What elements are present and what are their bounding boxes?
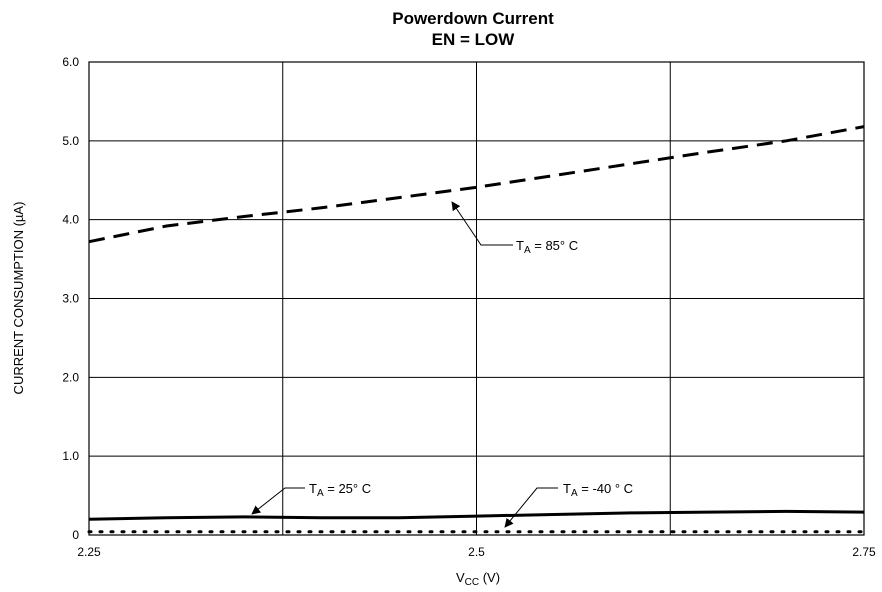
series-line-1 xyxy=(88,509,865,521)
annotation-label-2: TA = -40 ° C xyxy=(563,481,633,499)
annotation-arrow-2 xyxy=(504,487,558,528)
chart-subtitle: EN = LOW xyxy=(432,30,516,49)
y-tick-label: 5.0 xyxy=(62,134,79,148)
annotation-arrow-1 xyxy=(251,487,305,515)
x-axis-label: VCC (V) xyxy=(456,570,500,588)
y-tick-label: 1.0 xyxy=(62,449,79,463)
series-layer xyxy=(87,125,866,534)
plot-frame xyxy=(88,61,865,536)
x-tick-label: 2.75 xyxy=(852,545,876,559)
tick-layer: 0 1.0 2.0 3.0 4.0 5.0 6.0 2.25 2.5 2.75 xyxy=(62,55,876,559)
x-tick-label: 2.5 xyxy=(468,545,485,559)
x-tick-label: 2.25 xyxy=(77,545,101,559)
y-axis-label: CURRENT CONSUMPTION (µA) xyxy=(11,202,26,395)
y-tick-label: 3.0 xyxy=(62,292,79,306)
annotation-layer: TA = 85° C TA = 25° C TA = -40 ° C xyxy=(251,201,633,528)
y-tick-label: 0 xyxy=(72,528,79,542)
annotation-label-1: TA = 25° C xyxy=(309,481,371,499)
y-tick-label: 6.0 xyxy=(62,55,79,69)
grid xyxy=(88,61,865,536)
y-tick-label: 2.0 xyxy=(62,370,79,384)
series-line-0 xyxy=(88,125,865,244)
annotation-label-0: TA = 85° C xyxy=(516,238,578,256)
y-tick-label: 4.0 xyxy=(62,213,79,227)
annotation-arrow-0 xyxy=(451,201,513,246)
chart-title: Powerdown Current xyxy=(392,9,554,28)
